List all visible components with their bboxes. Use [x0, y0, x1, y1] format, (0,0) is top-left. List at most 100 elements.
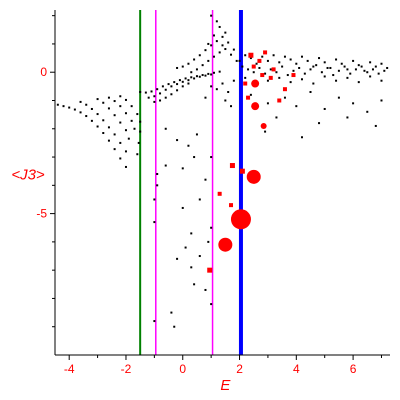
black-point: [107, 139, 110, 142]
red-point: [263, 50, 268, 55]
black-point: [383, 69, 386, 72]
black-point: [119, 95, 122, 98]
black-point: [124, 165, 127, 168]
black-point: [164, 164, 167, 167]
black-point: [136, 153, 139, 156]
black-point: [266, 102, 269, 105]
black-point: [337, 96, 340, 99]
black-point: [139, 130, 142, 133]
black-point: [204, 74, 207, 77]
black-point: [124, 129, 127, 132]
black-point: [156, 173, 159, 176]
black-point: [85, 115, 88, 118]
red-point: [251, 64, 256, 69]
black-point: [193, 283, 196, 286]
black-point: [366, 71, 369, 74]
black-point: [133, 127, 136, 130]
black-point: [102, 119, 105, 122]
black-point: [170, 311, 173, 314]
axes: -4 -2 0 2 4 6 0 -5: [36, 10, 390, 376]
x-tick-label: 2: [236, 362, 243, 376]
black-point: [176, 83, 179, 86]
black-point: [156, 184, 159, 187]
black-point: [380, 99, 383, 102]
red-point: [217, 191, 222, 196]
black-point: [303, 72, 306, 75]
black-point: [195, 75, 198, 78]
black-point: [354, 68, 357, 71]
black-point: [215, 40, 218, 43]
black-point: [96, 125, 99, 128]
black-point: [137, 141, 140, 144]
black-point: [221, 82, 224, 85]
black-point: [230, 53, 233, 56]
black-point: [187, 79, 190, 82]
black-point: [153, 198, 156, 201]
red-point: [260, 73, 265, 78]
black-point: [195, 133, 198, 136]
red-point: [248, 52, 254, 58]
black-point: [170, 93, 173, 96]
black-point: [170, 85, 173, 88]
black-point: [221, 44, 224, 47]
black-point: [255, 62, 258, 65]
black-point: [207, 42, 210, 45]
black-point: [119, 121, 122, 124]
black-point: [181, 65, 184, 68]
red-point: [277, 98, 282, 103]
black-point: [164, 96, 167, 99]
black-point: [90, 107, 93, 110]
black-point: [127, 137, 130, 140]
black-point: [244, 76, 247, 79]
black-point: [187, 82, 190, 85]
black-point: [153, 100, 156, 103]
black-point: [130, 119, 133, 122]
red-point: [207, 267, 213, 273]
black-point: [153, 221, 156, 224]
black-point: [201, 74, 204, 77]
black-point: [187, 144, 190, 147]
black-point: [224, 99, 227, 102]
black-point: [312, 82, 315, 85]
black-point: [315, 64, 318, 67]
black-point: [283, 55, 286, 58]
black-point: [366, 110, 369, 113]
black-point: [215, 88, 218, 91]
black-point: [369, 61, 372, 64]
black-point: [96, 113, 99, 116]
black-point: [323, 107, 326, 110]
black-point: [241, 65, 244, 68]
black-point: [124, 112, 127, 115]
black-point: [369, 75, 372, 78]
red-point: [246, 95, 251, 100]
black-point: [139, 91, 142, 94]
black-point: [230, 105, 233, 108]
x-tick-label: 6: [350, 362, 357, 376]
black-point: [68, 106, 71, 109]
black-point: [224, 31, 227, 34]
x-axis-title: E: [220, 377, 231, 394]
black-point: [73, 108, 76, 111]
red-point: [257, 58, 262, 63]
black-point: [204, 49, 207, 52]
black-point: [286, 74, 289, 77]
black-point: [249, 57, 252, 60]
black-point: [306, 59, 309, 62]
black-point: [352, 59, 355, 62]
black-point: [312, 65, 315, 68]
black-point: [198, 198, 201, 201]
black-point: [329, 66, 332, 69]
black-point: [337, 69, 340, 72]
black-point: [326, 66, 329, 69]
black-point: [90, 119, 93, 122]
black-point: [247, 68, 250, 71]
black-point: [295, 105, 298, 108]
black-point: [323, 61, 326, 64]
black-point: [377, 72, 380, 75]
black-point: [318, 57, 321, 60]
black-point: [212, 34, 215, 37]
black-point: [212, 55, 215, 58]
black-point: [266, 59, 269, 62]
red-point: [243, 81, 248, 86]
black-point: [210, 14, 213, 17]
